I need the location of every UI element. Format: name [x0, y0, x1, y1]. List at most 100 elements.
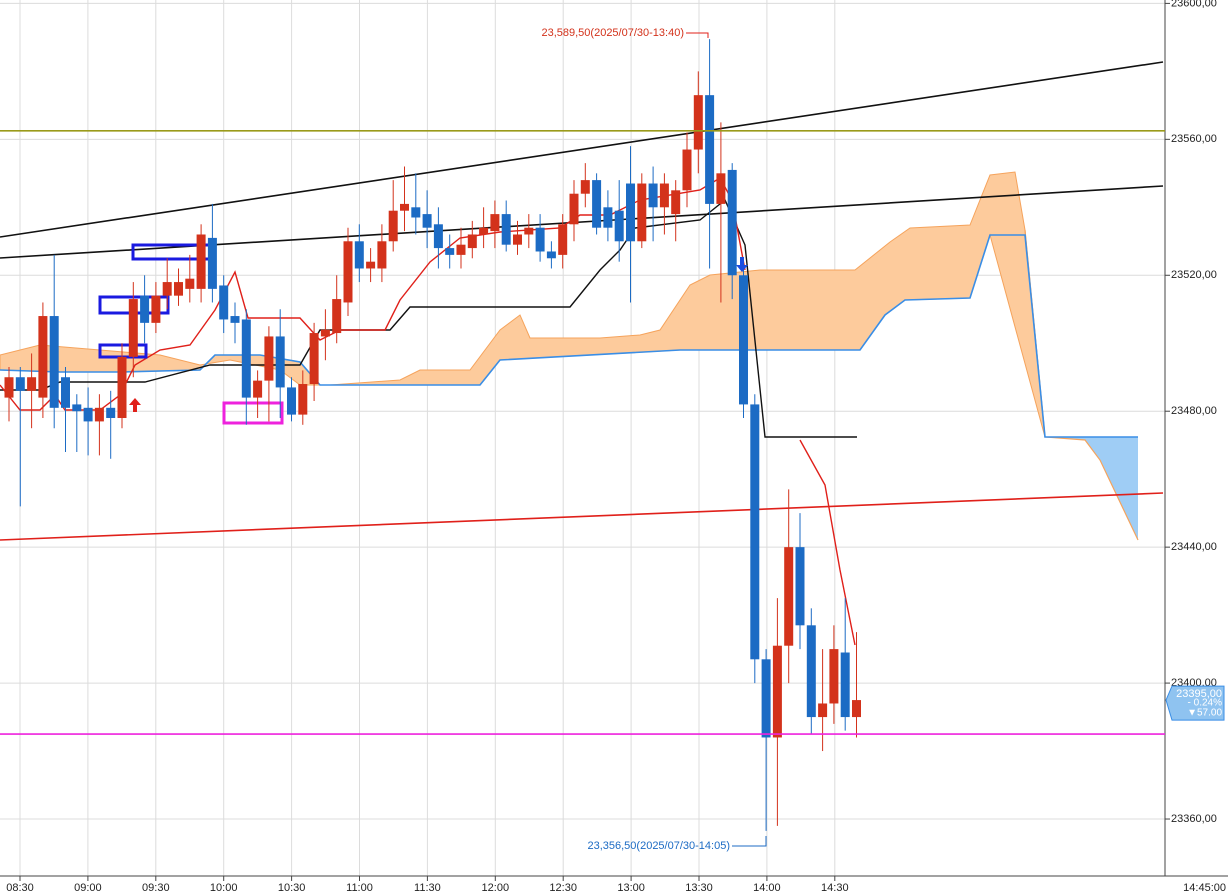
- candle-body: [592, 180, 602, 228]
- candle-body: [659, 183, 669, 208]
- candle-body: [196, 234, 206, 289]
- change: ▼57.00: [1187, 708, 1222, 719]
- y-tick-label: 23360,00: [1171, 813, 1217, 825]
- candle-body: [501, 214, 511, 245]
- x-tick-label: 11:00: [346, 882, 373, 894]
- last-price-box: [1165, 685, 1225, 721]
- candle-body: [716, 173, 726, 204]
- candle-body: [241, 319, 251, 398]
- signal-box: [222, 401, 284, 425]
- candle-body: [682, 149, 692, 191]
- candle-body: [162, 282, 172, 296]
- candle-body: [354, 241, 364, 269]
- candle-body: [772, 645, 782, 738]
- candle-body: [727, 169, 737, 276]
- candle-body: [422, 214, 432, 228]
- candle-body: [207, 237, 217, 289]
- y-tick-label: 23440,00: [1171, 541, 1217, 553]
- candle-body: [761, 659, 771, 738]
- candle-body: [806, 625, 816, 718]
- candle-body: [580, 180, 590, 194]
- x-tick-label: 11:30: [414, 882, 441, 894]
- candle-body: [400, 203, 409, 211]
- candle-body: [411, 207, 421, 218]
- candle-body: [219, 285, 229, 320]
- high-annotation: 23,589,50(2025/07/30-13:40): [541, 27, 684, 39]
- candle-body: [366, 261, 376, 269]
- candle-body: [94, 407, 104, 422]
- candle-body: [739, 275, 748, 405]
- candle-body: [140, 295, 150, 323]
- candle-body: [637, 183, 647, 242]
- candle-body: [479, 227, 489, 235]
- candle-body: [151, 295, 161, 323]
- x-tick-label: 14:30: [821, 882, 849, 894]
- trend-line: [0, 61, 1164, 238]
- candle-body: [795, 547, 805, 626]
- x-tick-label: 09:00: [74, 882, 102, 894]
- x-tick-label: 13:30: [685, 882, 713, 894]
- candle-body: [38, 316, 48, 398]
- candle-body: [840, 652, 850, 718]
- last-price: 23395,00: [1176, 688, 1222, 700]
- grid: [0, 0, 1165, 876]
- x-tick-label: 12:00: [482, 882, 510, 894]
- candle-body: [72, 404, 82, 412]
- buy-arrow: [129, 398, 141, 412]
- indicators: [0, 61, 1164, 646]
- candles: [4, 39, 861, 831]
- candle-body: [275, 336, 285, 388]
- trend-line: [0, 492, 1164, 541]
- candle-body: [377, 241, 387, 269]
- candle-body: [456, 244, 466, 255]
- low-annotation: 23,356,50(2025/07/30-14:05): [587, 840, 730, 852]
- candle-body: [117, 356, 127, 419]
- candle-body: [852, 700, 861, 718]
- annotation-leader: [732, 836, 767, 847]
- candle-body: [569, 193, 579, 225]
- candle-body: [253, 380, 263, 398]
- annotation-leader: [686, 32, 709, 38]
- change-pct: - 0.24%: [1188, 698, 1223, 709]
- sell-arrow: [736, 257, 748, 272]
- span-b: [0, 234, 1138, 438]
- candle-body: [535, 227, 545, 252]
- candle-body: [4, 377, 14, 398]
- candle-body: [298, 384, 308, 415]
- candle-body: [693, 95, 703, 150]
- x-tick-label: 08:30: [6, 882, 34, 894]
- candle-body: [784, 547, 794, 646]
- candle-body: [524, 227, 534, 235]
- x-end-label: 14:45:00: [1183, 882, 1226, 894]
- conversion-line: [799, 439, 856, 646]
- y-tick-label: 23560,00: [1171, 133, 1217, 145]
- candle-body: [614, 210, 624, 242]
- candle-body: [49, 316, 59, 408]
- candle-body: [287, 387, 296, 415]
- candle-body: [106, 407, 116, 419]
- x-tick-label: 10:00: [210, 882, 238, 894]
- y-tick-label: 23480,00: [1171, 405, 1217, 417]
- candle-body: [433, 224, 443, 249]
- y-tick-label: 23600,00: [1171, 0, 1217, 9]
- candle-body: [603, 207, 613, 228]
- candle-body: [27, 377, 37, 391]
- arrows: [129, 257, 748, 412]
- candle-body: [61, 377, 70, 408]
- candle-body: [15, 377, 25, 391]
- candle-body: [626, 183, 635, 242]
- x-tick-label: 13:00: [617, 882, 645, 894]
- candle-body: [750, 404, 760, 660]
- candle-body: [705, 95, 715, 204]
- candle-body: [648, 183, 658, 208]
- candle-body: [829, 649, 839, 704]
- candle-body: [546, 251, 556, 259]
- candle-body: [264, 336, 274, 381]
- x-tick-label: 10:30: [278, 882, 306, 894]
- x-tick-label: 14:00: [753, 882, 781, 894]
- candle-body: [445, 248, 455, 255]
- candle-body: [467, 234, 477, 249]
- candle-body: [185, 278, 195, 289]
- candle-body: [558, 224, 568, 255]
